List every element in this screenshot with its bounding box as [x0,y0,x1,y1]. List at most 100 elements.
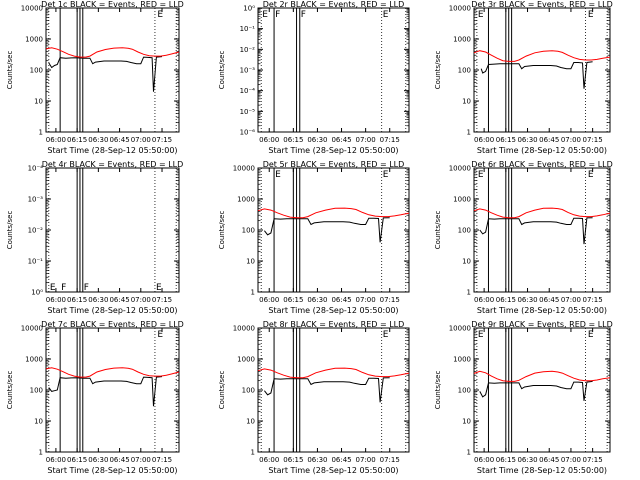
y-tick-label: 1000 [453,196,471,204]
x-tick-label: 06:15 [496,296,516,304]
x-tick-label: 07:00 [131,296,151,304]
y-tick-label: 10000 [233,325,255,333]
x-tick-label: 06:00 [474,136,494,144]
x-tick-label: 07:00 [356,296,376,304]
x-tick-label: 06:15 [496,136,516,144]
panel-2: Det 2r BLACK = Events, RED = LLD Counts/s… [218,0,410,155]
series-black-line [264,217,390,243]
x-axis-label: Start Time (28-Sep-12 05:50:00) [47,306,177,315]
x-tick-label: 07:00 [131,136,151,144]
x-tick-label: 06:45 [109,296,129,304]
y-tick-label: 10⁻¹ [240,25,256,33]
chart-title: Det 3r BLACK = Events, RED = LLD [471,0,613,9]
y-tick-label: 10 [34,418,43,426]
y-tick-label: 1000 [25,36,43,44]
x-tick-label: 07:15 [152,296,172,304]
x-tick-label: 06:00 [474,296,494,304]
y-tick-label: 10⁻² [28,227,44,235]
plot-frame [257,7,410,133]
plot-frame [473,167,611,293]
plot-frame [257,327,410,453]
plot-frame [45,167,180,293]
chart-title: Det 2r BLACK = Events, RED = LLD [263,0,405,9]
y-tick-label: 10⁰ [243,5,255,13]
x-tick-label: 07:15 [152,136,172,144]
panel-8: Det 8r BLACK = Events, RED = LLD Counts/s… [218,320,410,475]
x-tick-label: 07:00 [561,136,581,144]
flag-label: E [478,170,484,180]
series-red-line [45,367,180,378]
panel-7: Det 7c BLACK = Events, RED = LLD Counts/s… [6,320,184,475]
flag-label: F [301,10,306,20]
y-tick-label: 1 [467,129,471,137]
series-black-line [264,377,390,403]
y-axis-label: Counts/sec [218,371,226,410]
flag-label: E [383,330,389,340]
series-red-line [257,207,410,219]
flag-label: E [275,170,281,180]
x-tick-label: 06:00 [46,136,66,144]
x-tick-label: 07:15 [380,136,400,144]
chart-title: Det 6r BLACK = Events, RED = LLD [471,160,613,169]
x-tick-label: 07:15 [152,456,172,464]
y-tick-label: 1 [467,449,471,457]
y-tick-label: 10000 [449,165,471,173]
series-black-line [48,56,163,92]
y-tick-label: 1000 [237,196,255,204]
x-tick-label: 06:45 [331,136,351,144]
x-tick-label: 06:00 [259,136,279,144]
y-tick-label: 1000 [25,356,43,364]
panel-4: Det 4r BLACK = Events, RED = LLD Counts/s… [6,160,183,315]
y-tick-label: 10⁻³ [240,67,256,75]
flag-label: F [84,283,89,293]
flag-label: E [588,170,594,180]
y-tick-label: 1000 [453,356,471,364]
panel-5: Det 5r BLACK = Events, RED = LLD Counts/s… [218,160,410,315]
y-tick-label: 10 [462,98,471,106]
plot-frame [473,327,611,453]
y-tick-label: 100 [458,387,471,395]
y-tick-label: 1 [251,289,255,297]
chart-title: Det 9r BLACK = Events, RED = LLD [471,320,613,329]
y-tick-label: 10 [34,98,43,106]
x-tick-label: 06:45 [331,296,351,304]
x-tick-label: 07:00 [356,136,376,144]
series-red-line [473,370,611,382]
x-axis-label: Start Time (28-Sep-12 05:50:00) [477,466,607,475]
y-tick-label: 1 [39,129,43,137]
x-tick-label: 06:15 [283,296,303,304]
y-tick-label: 10000 [449,325,471,333]
x-tick-label: 06:30 [307,456,327,464]
y-tick-label: 10⁰ [31,289,43,297]
flag-label: F [61,283,66,293]
x-tick-label: 06:00 [474,456,494,464]
x-tick-label: 07:15 [583,296,603,304]
x-tick-label: 06:30 [88,136,108,144]
x-tick-label: 06:30 [88,296,108,304]
y-tick-label: 100 [242,227,255,235]
y-tick-label: 1 [251,449,255,457]
series-black-line [479,380,593,401]
chart-title: Det 1c BLACK = Events, RED = LLD [41,0,184,9]
y-axis-label: Counts/sec [6,51,14,90]
x-axis-label: Start Time (28-Sep-12 05:50:00) [47,146,177,155]
flag-label: E [478,330,484,340]
series-red-line [473,207,611,219]
x-tick-label: 06:45 [331,456,351,464]
y-tick-label: 10⁻⁴ [240,87,256,95]
y-axis-label: Counts/sec [218,51,226,90]
x-axis-label: Start Time (28-Sep-12 05:50:00) [268,146,398,155]
y-tick-label: 10 [246,418,255,426]
x-tick-label: 06:30 [517,136,537,144]
x-axis-label: Start Time (28-Sep-12 05:50:00) [477,146,607,155]
x-axis-label: Start Time (28-Sep-12 05:50:00) [268,466,398,475]
y-tick-label: 10⁻⁴ [28,165,44,173]
y-axis-label: Counts/sec [218,211,226,250]
x-tick-label: 06:15 [67,296,87,304]
y-tick-label: 1000 [237,356,255,364]
panel-9: Det 9r BLACK = Events, RED = LLD Counts/s… [434,320,613,475]
x-tick-label: 07:15 [583,136,603,144]
x-tick-label: 07:00 [561,296,581,304]
y-axis-label: Counts/sec [6,211,14,250]
y-tick-label: 10⁻¹ [28,258,44,266]
